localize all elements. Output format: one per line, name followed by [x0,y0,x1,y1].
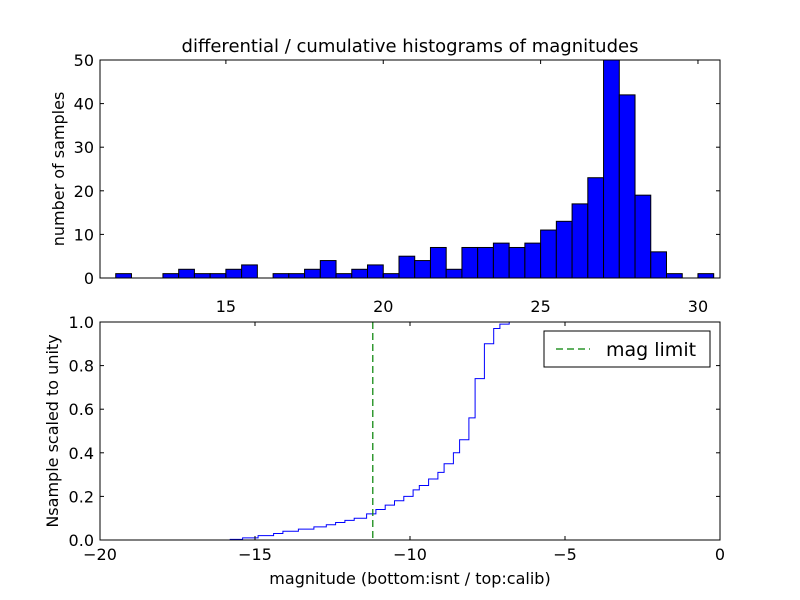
x-tick-label: 15 [216,297,236,316]
histogram-bar [414,260,431,279]
histogram-bar [524,242,542,279]
x-tick-label: −10 [393,545,427,564]
histogram-bar [193,273,211,279]
histogram-bar [508,246,526,279]
histogram-bar [429,246,447,279]
x-tick-label: −20 [83,545,117,564]
histogram-bar [225,268,243,279]
x-tick-label: 0 [715,545,725,564]
y-tick-label: 0.8 [69,357,94,376]
x-tick-label: 20 [373,297,393,316]
cumulative-step-line [100,321,720,541]
x-tick-label: −5 [553,545,577,564]
histogram-bar [477,246,494,279]
histogram-bar [304,268,321,279]
histogram-bar [115,273,132,279]
histogram-bar [335,273,353,279]
y-tick-label: 40 [74,95,94,114]
histogram-y-axis-label: number of samples [49,92,68,247]
histogram-y-ticks: 0 10 20 30 40 50 [74,51,720,288]
cumulative-x-ticks: −20 −15 −10 −5 0 [83,322,725,564]
histogram-frame [99,59,721,279]
cumulative-y-ticks: 0.0 0.2 0.4 0.6 0.8 1.0 [69,313,720,550]
histogram-bar [319,260,337,279]
cumulative-axes: 0.0 0.2 0.4 0.6 0.8 1.0 −20 −15 −10 −5 0 magnitud… [43,313,725,588]
cumulative-y-axis-label: Nsample scaled to unity [43,334,62,527]
y-tick-label: 1.0 [69,313,94,332]
x-tick-label: 30 [688,297,708,316]
histogram-bar [288,273,306,279]
histogram-bar [382,273,400,279]
y-tick-label: 20 [74,182,94,201]
y-tick-label: 0.0 [69,531,94,550]
x-tick-label: −15 [238,545,272,564]
histogram-bar [587,177,605,279]
x-tick-label: 25 [530,297,550,316]
histogram-bar [272,273,290,279]
histogram-bar [650,251,667,279]
histogram-bar [367,264,384,279]
histogram-bar [618,94,636,279]
histogram-bar [209,273,227,279]
histogram-bar [555,220,573,279]
histogram-bar [540,229,557,279]
y-tick-label: 10 [74,225,94,244]
y-tick-label: 0 [84,269,94,288]
histogram-bar [178,268,195,279]
histogram-bar [697,273,715,279]
histogram-bar [241,264,258,279]
legend-label-mag-limit: mag limit [606,339,696,361]
chart-title: differential / cumulative histograms of … [182,36,639,57]
histogram-bar [445,268,463,279]
histogram-axes: differential / cumulative histograms of … [49,36,721,316]
histogram-bar [398,255,416,279]
histogram-bar [162,273,180,279]
cumulative-x-axis-label: magnitude (bottom:isnt / top:calib) [269,569,550,588]
y-tick-label: 0.2 [69,487,94,506]
histogram-bar [665,273,683,279]
histogram-bar [603,59,620,279]
y-tick-label: 0.4 [69,444,94,463]
histogram-bars [115,59,715,279]
histogram-bar [492,242,510,279]
histogram-bar [634,194,652,279]
y-tick-label: 0.6 [69,400,94,419]
legend: mag limit [543,330,711,368]
histogram-x-ticks: 15 20 25 30 [216,60,708,316]
y-tick-label: 50 [74,51,94,70]
histogram-bar [571,203,589,279]
histogram-bar [351,268,369,279]
histogram-bar [461,246,479,279]
y-tick-label: 30 [74,138,94,157]
